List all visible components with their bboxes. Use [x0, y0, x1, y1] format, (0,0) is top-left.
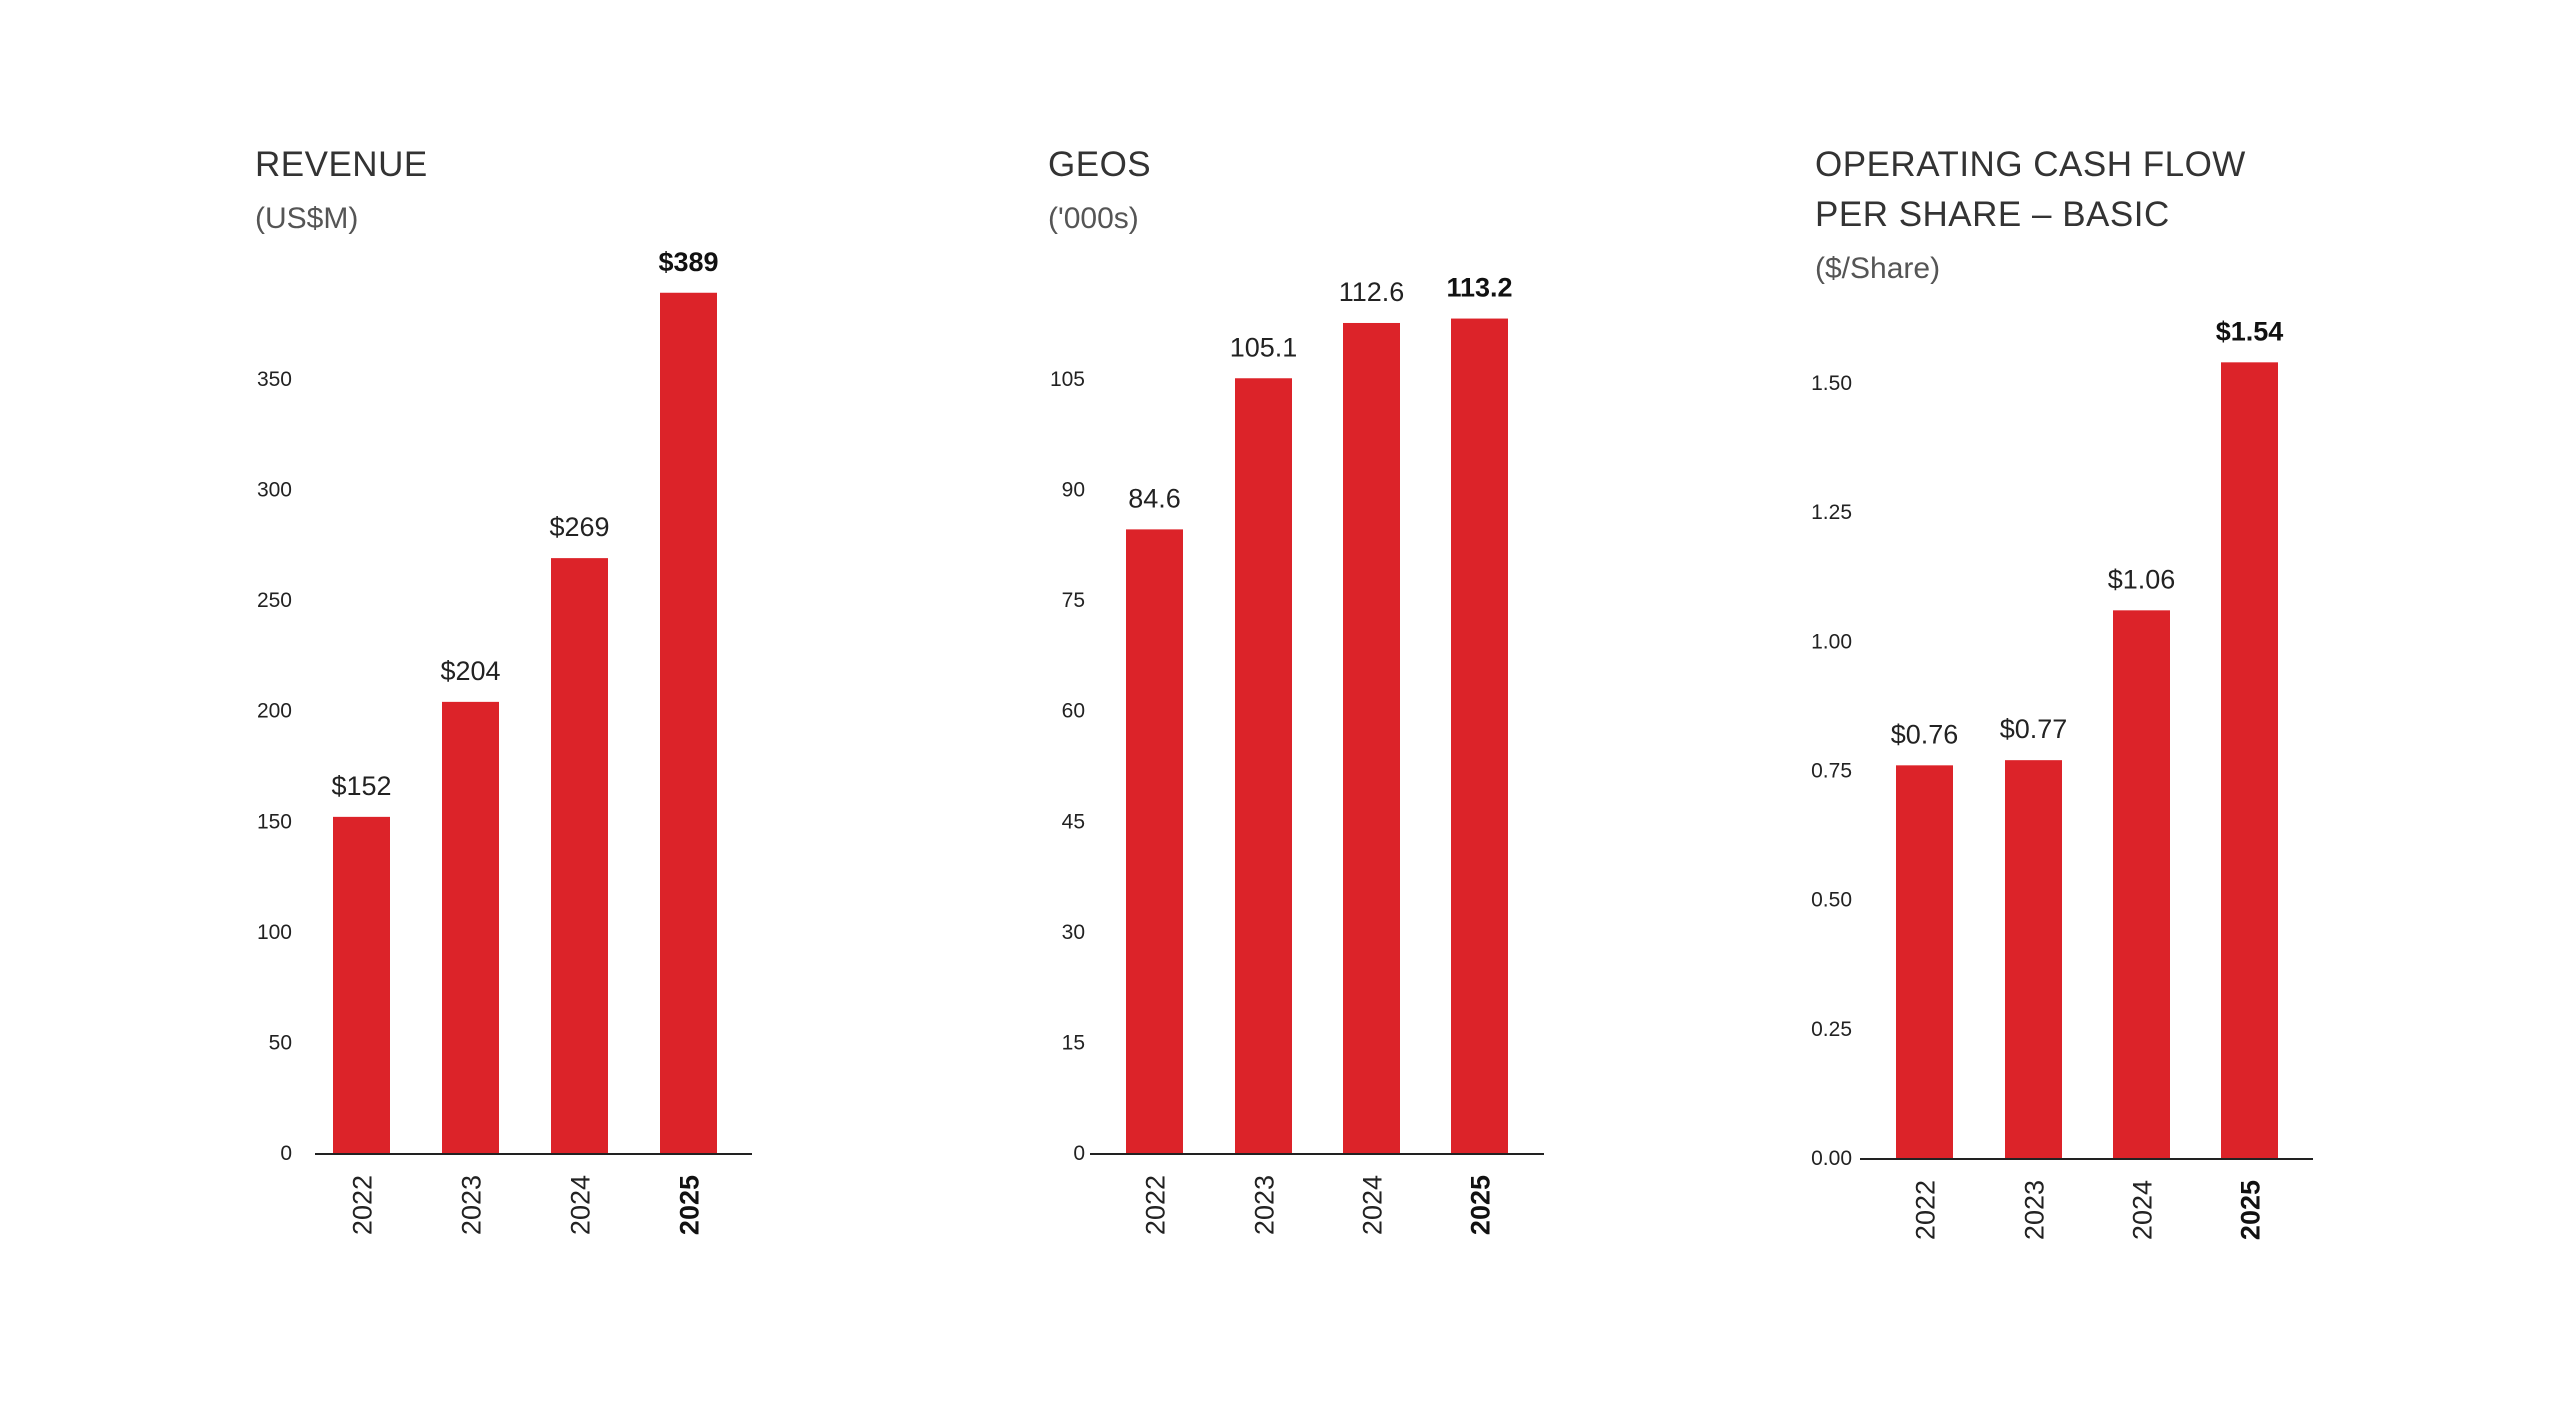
data-label: 84.6: [1128, 483, 1181, 513]
y-tick-label: 50: [269, 1031, 292, 1054]
chart-title-line: OPERATING CASH FLOW: [1815, 145, 2246, 184]
y-tick-label: 1.50: [1811, 372, 1852, 395]
geos-plot: 0 15 30 45 60 75 90 105 84.6 2022 105.1 2023 112.6 20…: [1050, 273, 1544, 1235]
data-label: $1.06: [2108, 564, 2176, 594]
y-tick-label: 0.00: [1811, 1147, 1852, 1170]
y-tick-label: 0.25: [1811, 1018, 1852, 1041]
ocf-plot: 0.00 0.25 0.50 0.75 1.00 1.25 1.50 $0.76 2022 $0.…: [1811, 316, 2313, 1240]
chart-unit: ($/Share): [1815, 252, 1940, 285]
ocf-per-share-chart: OPERATING CASH FLOW PER SHARE – BASIC ($…: [1811, 145, 2313, 1240]
data-label: $269: [549, 512, 609, 542]
y-tick-label: 1.00: [1811, 630, 1852, 653]
bar-2025: [2221, 362, 2278, 1158]
x-tick-label: 2025: [675, 1175, 705, 1235]
bar-2022: [333, 816, 390, 1153]
x-tick-label: 2024: [566, 1175, 596, 1235]
y-tick-label: 0: [1073, 1142, 1085, 1165]
x-tick-label: 2025: [1466, 1175, 1496, 1235]
geos-chart: GEOS ('000s) 0 15 30 45 60 75 90 105 84.6 2022 105…: [1048, 145, 1544, 1235]
y-tick-label: 300: [257, 479, 292, 502]
bar-2022: [1896, 765, 1953, 1158]
x-tick-label: 2023: [457, 1175, 487, 1235]
bar-2024: [1343, 322, 1400, 1153]
x-tick-label: 2023: [2020, 1180, 2050, 1240]
bar-2024: [551, 558, 608, 1153]
y-tick-label: 250: [257, 589, 292, 612]
x-tick-label: 2024: [1358, 1175, 1388, 1235]
bar-2022: [1126, 529, 1183, 1153]
y-tick-label: 150: [257, 810, 292, 833]
y-tick-label: 15: [1062, 1031, 1085, 1054]
y-tick-label: 0.75: [1811, 760, 1852, 783]
revenue-plot: 0 50 100 150 200 250 300 350 $152 2022 $204 2023 $26…: [257, 247, 752, 1235]
x-tick-label: 2025: [2236, 1180, 2266, 1240]
x-tick-label: 2022: [1911, 1180, 1941, 1240]
y-tick-label: 30: [1062, 921, 1085, 944]
chart-title-line: GEOS: [1048, 145, 1151, 184]
y-tick-label: 60: [1062, 700, 1085, 723]
data-label: 105.1: [1230, 332, 1298, 362]
data-label: 113.2: [1446, 273, 1512, 303]
chart-unit: ('000s): [1048, 202, 1139, 235]
x-tick-label: 2022: [1141, 1175, 1171, 1235]
data-label: $389: [658, 247, 718, 277]
bar-2024: [2113, 610, 2170, 1158]
y-tick-label: 350: [257, 368, 292, 391]
y-tick-label: 105: [1050, 368, 1085, 391]
y-tick-label: 0.50: [1811, 889, 1852, 912]
data-label: $0.77: [2000, 714, 2068, 744]
y-tick-label: 45: [1062, 810, 1085, 833]
x-tick-label: 2023: [1250, 1175, 1280, 1235]
bar-2023: [2005, 760, 2062, 1158]
data-label: $152: [331, 771, 391, 801]
x-tick-label: 2022: [348, 1175, 378, 1235]
y-tick-label: 0: [280, 1142, 292, 1165]
y-tick-label: 200: [257, 700, 292, 723]
y-tick-label: 90: [1062, 479, 1085, 502]
data-label: $204: [440, 656, 500, 686]
data-label: 112.6: [1339, 277, 1405, 307]
data-label: $1.54: [2216, 316, 2284, 346]
bar-2023: [1235, 378, 1292, 1154]
bar-2025: [660, 292, 717, 1153]
bar-2025: [1451, 318, 1508, 1153]
chart-unit: (US$M): [255, 202, 358, 235]
chart-title-line: PER SHARE – BASIC: [1815, 195, 2170, 234]
y-tick-label: 75: [1062, 589, 1085, 612]
revenue-chart: REVENUE (US$M) 0 50 100 150 200 250 300 350 $152…: [255, 145, 752, 1235]
x-tick-label: 2024: [2128, 1180, 2158, 1240]
y-tick-label: 100: [257, 921, 292, 944]
bar-2023: [442, 701, 499, 1153]
chart-title-line: REVENUE: [255, 145, 428, 184]
data-label: $0.76: [1891, 719, 1959, 749]
y-tick-label: 1.25: [1811, 501, 1852, 524]
